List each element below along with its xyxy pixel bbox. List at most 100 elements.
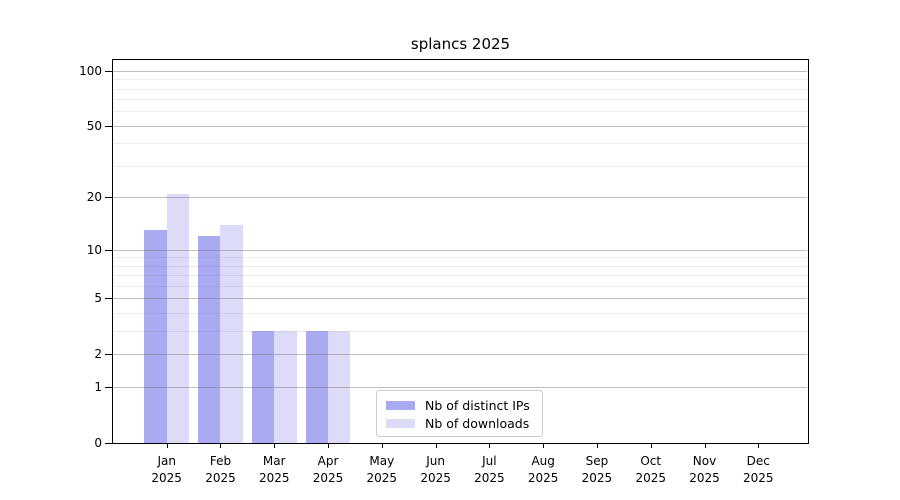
legend-label: Nb of distinct IPs <box>425 398 530 413</box>
gridline-minor <box>113 79 807 81</box>
x-tick-month: Sep <box>585 454 609 468</box>
x-tick-label: Dec 2025 <box>726 453 790 487</box>
legend: Nb of distinct IPs Nb of downloads <box>376 390 543 437</box>
gridline-minor <box>113 143 807 145</box>
x-tick-year: 2025 <box>742 471 774 485</box>
gridline-minor <box>113 265 807 267</box>
y-tick-mark <box>105 443 112 444</box>
gridline-minor <box>113 286 807 288</box>
x-tick-year: 2025 <box>258 471 290 485</box>
x-tick-month: Nov <box>692 454 717 468</box>
x-tick-year: 2025 <box>420 471 451 485</box>
x-tick-year: 2025 <box>581 471 613 485</box>
y-tick-label: 1 <box>94 380 102 395</box>
y-tick-mark <box>105 387 112 389</box>
x-tick-mark <box>328 444 330 448</box>
x-tick-month: Jun <box>426 454 445 468</box>
bar-nb-of-distinct-ips <box>144 230 167 443</box>
x-tick-month: Mar <box>262 454 286 468</box>
gridline-minor <box>113 165 807 167</box>
x-tick-month: Aug <box>531 454 555 468</box>
x-tick-year: 2025 <box>205 471 236 485</box>
gridline-major <box>113 249 807 251</box>
gridline-minor <box>113 313 807 315</box>
y-tick-label: 50 <box>86 118 102 133</box>
x-tick-label: Sep 2025 <box>565 453 629 487</box>
chart-title: splancs 2025 <box>410 35 511 53</box>
gridline-major <box>113 354 807 356</box>
bar-nb-of-downloads <box>220 224 243 443</box>
y-tick-mark <box>105 70 112 72</box>
x-tick-label: Apr 2025 <box>296 453 360 487</box>
x-tick-mark <box>704 444 706 448</box>
x-tick-month: Jul <box>482 454 497 468</box>
gridline-minor <box>113 257 807 259</box>
y-tick-label: 0 <box>94 436 102 450</box>
x-tick-label: Mar 2025 <box>242 453 306 487</box>
y-tick-mark <box>105 354 112 356</box>
x-tick-mark <box>166 444 168 448</box>
gridline-major <box>113 298 807 300</box>
x-tick-label: Jan 2025 <box>135 453 199 487</box>
x-tick-label: Feb 2025 <box>188 453 252 487</box>
gridline-minor <box>113 111 807 113</box>
x-tick-label: Jul 2025 <box>457 453 521 487</box>
x-tick-month: Feb <box>209 454 232 468</box>
y-tick-label: 2 <box>94 347 102 362</box>
y-tick-mark <box>105 197 112 199</box>
x-tick-label: Nov 2025 <box>673 453 737 487</box>
gridline-major <box>113 387 807 389</box>
y-tick-label: 5 <box>94 291 102 306</box>
x-tick-mark <box>758 444 760 448</box>
y-tick-mark <box>105 249 112 251</box>
x-tick-month: May <box>369 454 395 468</box>
x-tick-mark <box>274 444 276 448</box>
gridline-major <box>113 197 807 199</box>
x-tick-label: Aug 2025 <box>511 453 575 487</box>
legend-swatch <box>386 419 415 428</box>
bar-nb-of-downloads <box>328 331 351 443</box>
gridline-major <box>113 125 807 127</box>
y-tick-label: 100 <box>79 63 102 78</box>
gridline-minor <box>113 331 807 333</box>
y-tick-label: 20 <box>86 190 102 205</box>
x-tick-year: 2025 <box>151 471 182 485</box>
bar-nb-of-distinct-ips <box>198 236 221 443</box>
legend-item: Nb of distinct IPs <box>386 397 533 414</box>
gridline-minor <box>113 88 807 90</box>
x-tick-year: 2025 <box>635 471 666 485</box>
x-tick-year: 2025 <box>474 471 505 485</box>
x-tick-mark <box>596 444 598 448</box>
y-tick-mark <box>105 125 112 127</box>
y-tick-label: 10 <box>86 242 102 257</box>
x-tick-label: Jun 2025 <box>404 453 468 487</box>
bar-nb-of-distinct-ips <box>305 331 329 443</box>
bar-nb-of-distinct-ips <box>251 331 275 443</box>
x-tick-label: May 2025 <box>350 453 414 487</box>
legend-label: Nb of downloads <box>425 416 530 431</box>
x-tick-label: Oct 2025 <box>619 453 683 487</box>
x-tick-month: Apr <box>317 454 339 468</box>
bar-nb-of-downloads <box>274 331 297 443</box>
x-tick-mark <box>381 444 383 448</box>
x-tick-year: 2025 <box>527 471 559 485</box>
x-tick-month: Jan <box>157 454 176 468</box>
gridline-major <box>113 70 807 72</box>
x-tick-month: Dec <box>746 454 770 468</box>
x-tick-mark <box>435 444 437 448</box>
x-tick-mark <box>543 444 545 448</box>
legend-swatch <box>386 401 415 410</box>
bar-nb-of-downloads <box>166 193 190 443</box>
x-tick-year: 2025 <box>689 471 720 485</box>
x-tick-year: 2025 <box>366 471 398 485</box>
gridline-minor <box>113 275 807 277</box>
gridline-minor <box>113 99 807 101</box>
legend-item: Nb of downloads <box>386 415 533 432</box>
x-tick-month: Oct <box>640 454 662 468</box>
x-tick-year: 2025 <box>312 471 344 485</box>
x-tick-mark <box>220 444 222 448</box>
x-tick-mark <box>650 444 652 448</box>
y-tick-mark <box>105 298 112 300</box>
x-tick-mark <box>489 444 491 448</box>
